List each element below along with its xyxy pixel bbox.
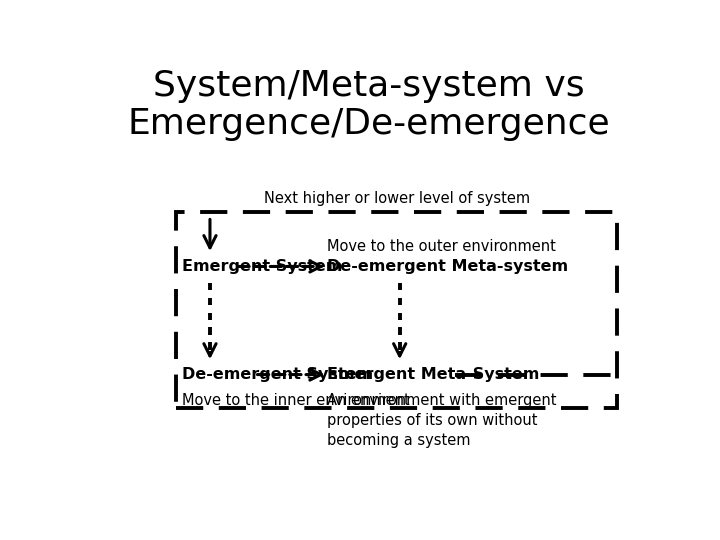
Text: Next higher or lower level of system: Next higher or lower level of system bbox=[264, 191, 530, 206]
Text: Move to the outer environment: Move to the outer environment bbox=[327, 239, 556, 254]
Text: Emergent System: Emergent System bbox=[182, 259, 343, 274]
Text: De-emergent Meta-system: De-emergent Meta-system bbox=[327, 259, 568, 274]
Text: Move to the inner environment: Move to the inner environment bbox=[182, 393, 410, 408]
Text: Emergent Meta-System: Emergent Meta-System bbox=[327, 367, 539, 382]
Text: System/Meta-system vs
Emergence/De-emergence: System/Meta-system vs Emergence/De-emerg… bbox=[127, 69, 611, 141]
Text: De-emergent System: De-emergent System bbox=[182, 367, 373, 382]
Text: An environment with emergent
properties of its own without
becoming a system: An environment with emergent properties … bbox=[327, 393, 557, 448]
Bar bbox=[176, 212, 617, 408]
